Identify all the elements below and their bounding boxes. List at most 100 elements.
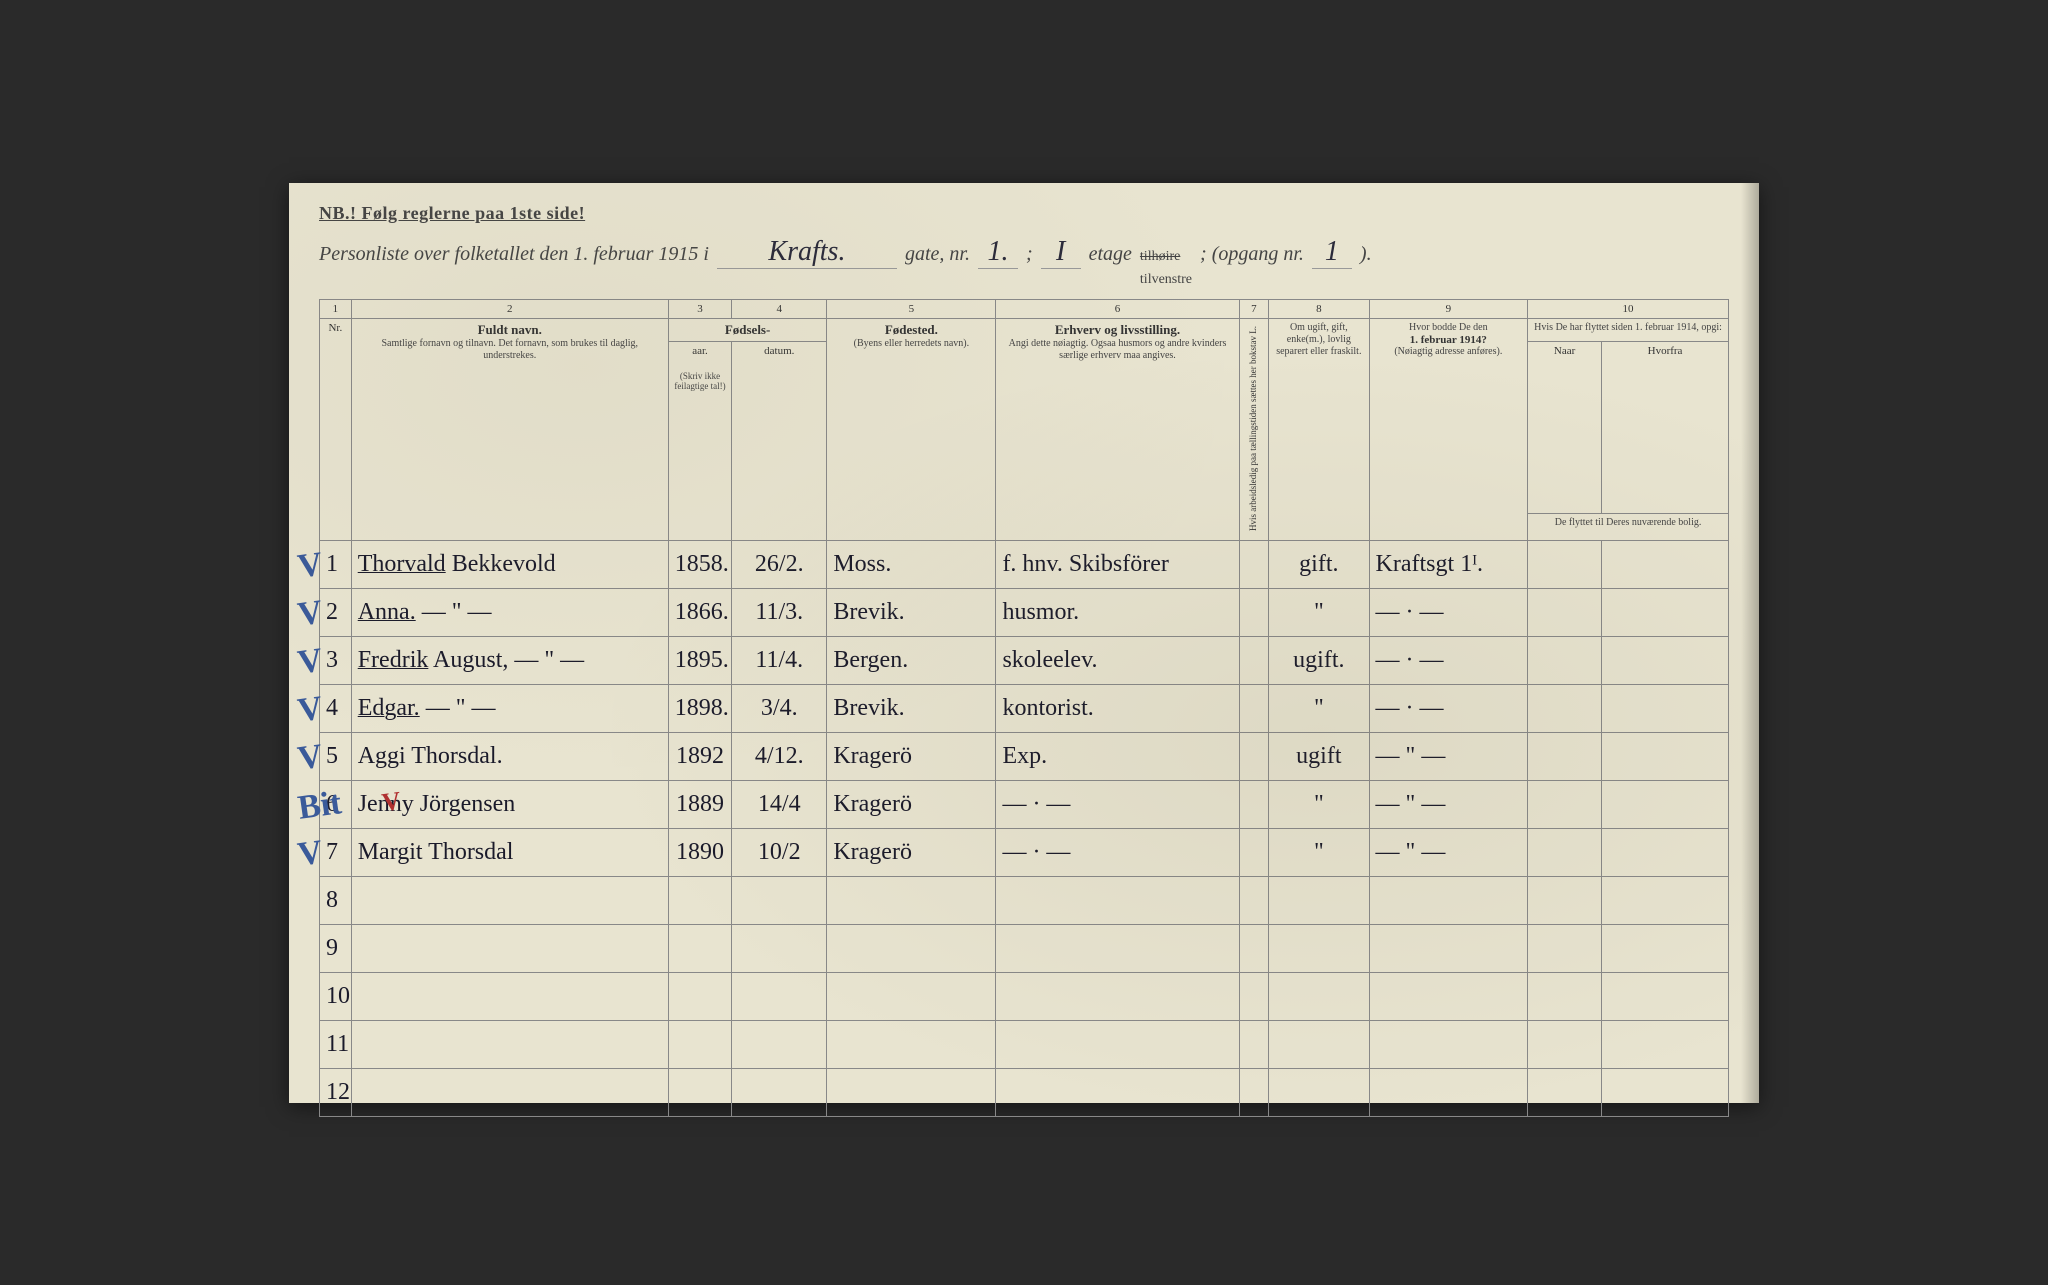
cell — [1602, 685, 1729, 733]
cell — [1269, 925, 1369, 973]
cell — [1528, 589, 1602, 637]
cell: 1895. — [668, 637, 731, 685]
gate-nr: 1. — [978, 236, 1018, 269]
cell — [827, 1069, 996, 1117]
cell: Bergen. — [827, 637, 996, 685]
hdr-naar: Naar — [1528, 341, 1602, 514]
cell: 1892 — [668, 733, 731, 781]
cell — [1269, 877, 1369, 925]
hdr-fodested-sub: (Byens eller herredets navn). — [831, 338, 991, 350]
cell: 26/2. — [732, 541, 827, 589]
cell: " — [1269, 685, 1369, 733]
hdr-name: Fuldt navn. Samtlige fornavn og tilnavn.… — [351, 318, 668, 541]
cell — [1602, 589, 1729, 637]
check-mark: V — [295, 738, 325, 779]
cell — [1528, 781, 1602, 829]
street-fill: Krafts. — [717, 236, 897, 269]
cell: 8 — [320, 877, 352, 925]
cell — [1369, 1069, 1528, 1117]
cell — [1239, 1021, 1269, 1069]
table-row: 7VMargit Thorsdal189010/2Kragerö— · —"— … — [320, 829, 1729, 877]
struck-text: tilhøire — [1140, 249, 1180, 264]
hdr-addr-a: Hvor bodde De den — [1374, 322, 1524, 334]
title-line: Personliste over folketallet den 1. febr… — [319, 236, 1729, 289]
hdr-col7: Hvis arbeidsledig paa tællingstiden sætt… — [1239, 318, 1269, 541]
cell: — " — — [1369, 829, 1528, 877]
cell — [1369, 877, 1528, 925]
hdr-moved: Hvis De har flyttet siden 1. februar 191… — [1528, 318, 1729, 341]
side-group: tilhøire tilvenstre — [1140, 243, 1192, 289]
cell — [1528, 733, 1602, 781]
cell: 9 — [320, 925, 352, 973]
hdr-erhverv-strong: Erhverv og livsstilling. — [1000, 322, 1234, 338]
opgang-nr: 1 — [1312, 236, 1352, 269]
cell: 1V — [320, 541, 352, 589]
cell: kontorist. — [996, 685, 1239, 733]
census-table: 1 2 3 4 5 6 7 8 9 10 Nr. Fuldt navn. Sam… — [319, 299, 1729, 1118]
cell — [1528, 541, 1602, 589]
cell — [1269, 1021, 1369, 1069]
table-row: 4VEdgar. — " —1898.3/4.Brevik.kontorist.… — [320, 685, 1729, 733]
colnum: 2 — [351, 299, 668, 318]
hdr-marital: Om ugift, gift, enke(m.), lovlig separer… — [1269, 318, 1369, 541]
cell: 3/4. — [732, 685, 827, 733]
hdr-moved-text: Hvis De har flyttet siden 1. februar 191… — [1532, 322, 1724, 334]
cell — [1602, 973, 1729, 1021]
cell: — · — — [996, 829, 1239, 877]
cell — [351, 1069, 668, 1117]
cell — [1602, 1021, 1729, 1069]
cell — [996, 877, 1239, 925]
cell: Anna. — " — — [351, 589, 668, 637]
hdr-erhverv: Erhverv og livsstilling. Angi dette nøia… — [996, 318, 1239, 541]
colnum: 1 — [320, 299, 352, 318]
cell — [351, 973, 668, 1021]
cell — [1239, 1069, 1269, 1117]
cell: 10 — [320, 973, 352, 1021]
close-paren: ). — [1360, 243, 1372, 266]
cell — [351, 1021, 668, 1069]
cell — [1239, 541, 1269, 589]
hdr-name-strong: Fuldt navn. — [356, 322, 664, 338]
cell — [1369, 973, 1528, 1021]
cell: 12 — [320, 1069, 352, 1117]
check-mark: V — [295, 834, 325, 875]
semicolon: ; — [1026, 243, 1033, 266]
cell: " — [1269, 589, 1369, 637]
cell — [1239, 829, 1269, 877]
cell: 2V — [320, 589, 352, 637]
table-row: 9 — [320, 925, 1729, 973]
colnum: 6 — [996, 299, 1239, 318]
cell: 11/3. — [732, 589, 827, 637]
cell — [1239, 925, 1269, 973]
cell: 3V — [320, 637, 352, 685]
cell — [827, 877, 996, 925]
cell: 4V — [320, 685, 352, 733]
cell — [1369, 1021, 1528, 1069]
cell — [732, 1069, 827, 1117]
cell: — · — — [996, 781, 1239, 829]
cell — [668, 973, 731, 1021]
cell — [732, 1021, 827, 1069]
cell — [1239, 973, 1269, 1021]
cell: 14/4 — [732, 781, 827, 829]
cell — [1528, 685, 1602, 733]
cell — [1528, 877, 1602, 925]
cell — [732, 925, 827, 973]
cell: 5V — [320, 733, 352, 781]
hdr-fodested: Fødested. (Byens eller herredets navn). — [827, 318, 996, 541]
cell: 1890 — [668, 829, 731, 877]
cell: — · — — [1369, 637, 1528, 685]
cell — [732, 973, 827, 1021]
cell — [1528, 637, 1602, 685]
hdr-addr-b: 1. februar 1914? — [1374, 334, 1524, 346]
cell: Kraftsgt 1ᴵ. — [1369, 541, 1528, 589]
hdr-name-sub: Samtlige fornavn og tilnavn. Det fornavn… — [356, 338, 664, 362]
cell: VJenny Jörgensen — [351, 781, 668, 829]
table-row: 5VAggi Thorsdal.18924/12.KrageröExp.ugif… — [320, 733, 1729, 781]
cell — [1602, 733, 1729, 781]
cell: 1866. — [668, 589, 731, 637]
cell — [996, 973, 1239, 1021]
cell: 1898. — [668, 685, 731, 733]
cell — [668, 1069, 731, 1117]
cell: — " — — [1369, 781, 1528, 829]
